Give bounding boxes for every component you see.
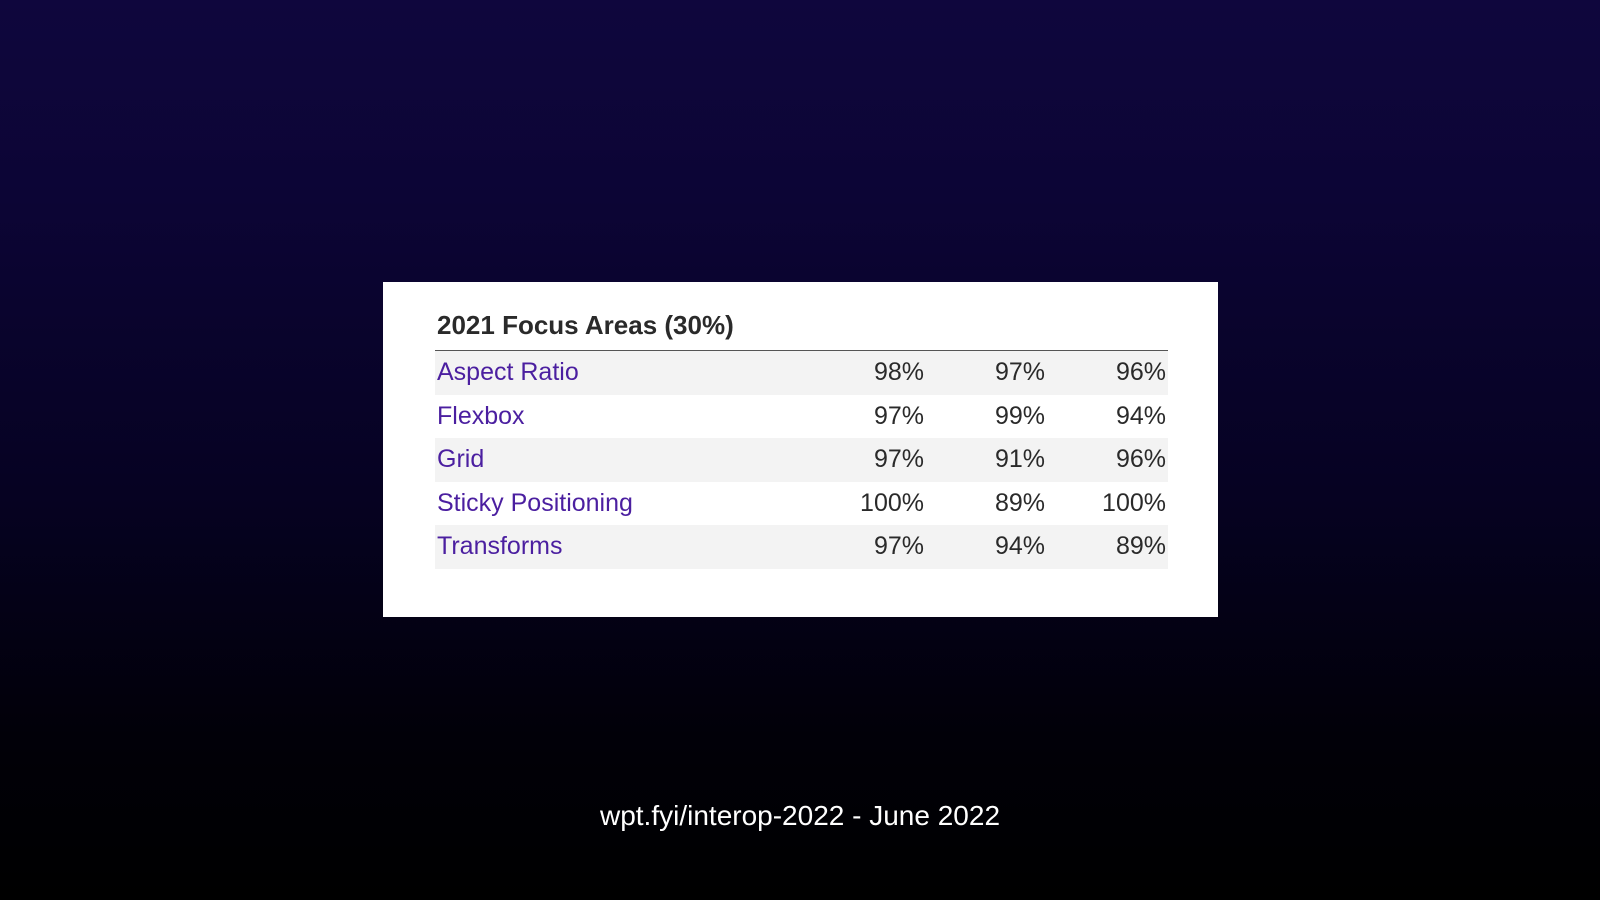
score-cell: 89%	[1115, 532, 1166, 561]
feature-link-sticky-positioning[interactable]: Sticky Positioning	[437, 488, 633, 517]
score-cell: 97%	[994, 358, 1045, 387]
table-row: Sticky Positioning 100% 89% 100%	[435, 482, 1168, 526]
footer-caption: wpt.fyi/interop-2022 - June 2022	[599, 800, 1001, 831]
score-cell: 97%	[873, 445, 924, 474]
score-cell: 89%	[994, 488, 1045, 517]
feature-link-grid[interactable]: Grid	[437, 445, 485, 474]
score-cell: 97%	[873, 532, 924, 561]
table-row: Aspect Ratio 98% 97% 96%	[435, 351, 1168, 395]
focus-areas-card: 2021 Focus Areas (30%) Aspect Ratio 98% …	[383, 282, 1218, 617]
score-cell: 91%	[994, 445, 1045, 474]
table-row: Transforms 97% 94% 89%	[435, 525, 1168, 569]
feature-link-transforms[interactable]: Transforms	[437, 532, 563, 561]
table-row: Flexbox 97% 99% 94%	[435, 395, 1168, 439]
score-cell: 96%	[1115, 358, 1166, 387]
score-cell: 98%	[873, 358, 924, 387]
score-cell: 100%	[1102, 488, 1166, 517]
table-row: Grid 97% 91% 96%	[435, 438, 1168, 482]
score-cell: 100%	[860, 488, 924, 517]
score-cell: 94%	[1115, 401, 1166, 430]
score-cell: 96%	[1115, 445, 1166, 474]
score-cell: 94%	[994, 532, 1045, 561]
feature-link-aspect-ratio[interactable]: Aspect Ratio	[437, 358, 579, 387]
score-cell: 97%	[873, 401, 924, 430]
score-cell: 99%	[994, 401, 1045, 430]
card-title: 2021 Focus Areas (30%)	[437, 310, 734, 340]
focus-areas-table: Aspect Ratio 98% 97% 96% Flexbox 97% 99%…	[435, 350, 1168, 569]
feature-link-flexbox[interactable]: Flexbox	[437, 401, 525, 430]
